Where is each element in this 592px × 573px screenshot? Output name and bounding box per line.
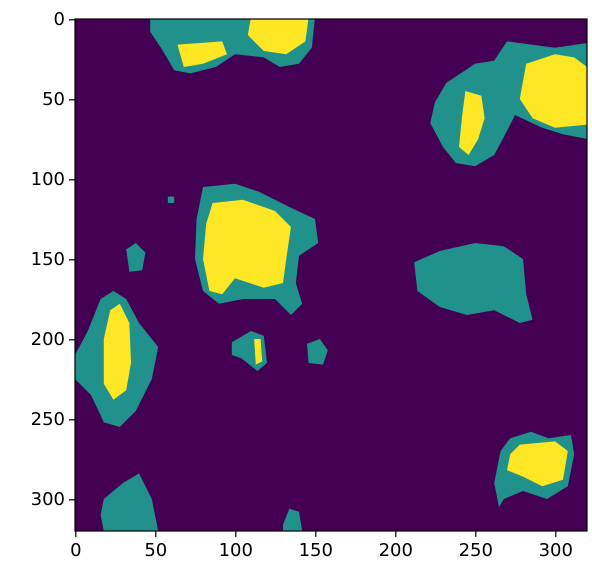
y-tick-label: 50 [42,89,65,110]
x-tick-label: 150 [299,540,333,561]
y-tick-label: 300 [31,489,65,510]
x-tick-label: 300 [539,540,573,561]
region [168,197,174,203]
x-tick-label: 50 [144,540,167,561]
y-tick-label: 0 [54,9,65,30]
y-tick-label: 150 [31,249,65,270]
x-tick-label: 100 [219,540,253,561]
y-tick-label: 250 [31,409,65,430]
x-tick-label: 250 [459,540,493,561]
x-tick-label: 0 [70,540,81,561]
x-tick-label: 200 [379,540,413,561]
y-tick-label: 200 [31,329,65,350]
y-tick-label: 100 [31,169,65,190]
chart: 0 50 100 150 200 250 300 0 50 100 150 200 250 300 [0,0,592,573]
region [203,200,291,294]
